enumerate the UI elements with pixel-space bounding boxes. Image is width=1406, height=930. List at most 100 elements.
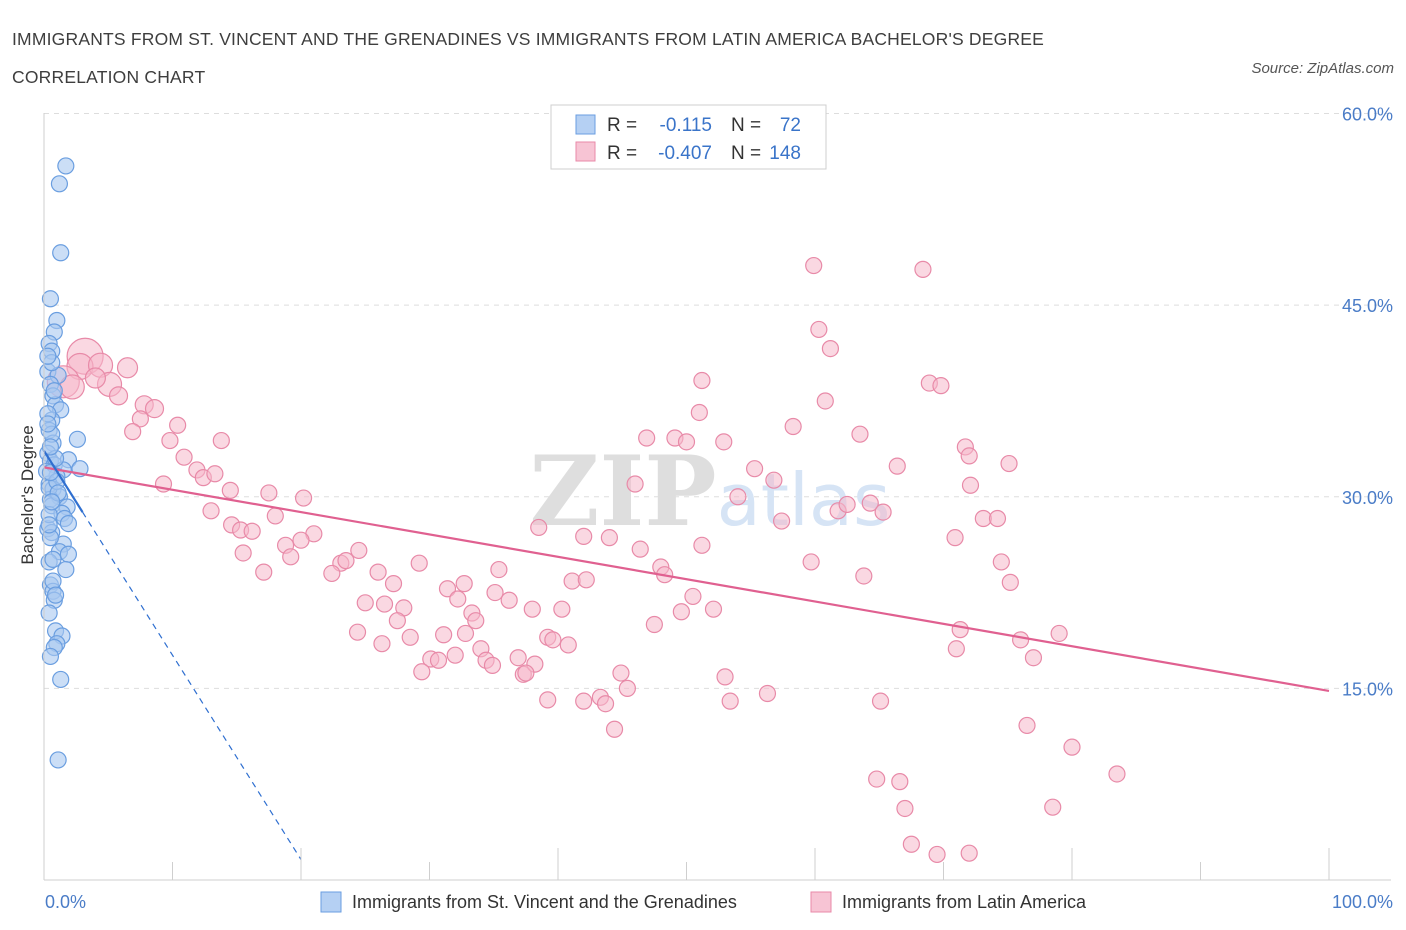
blue-point: [43, 493, 61, 511]
pink-point: [490, 560, 508, 579]
pink-point: [816, 392, 834, 410]
blue-point: [40, 604, 58, 622]
pink-point: [902, 835, 920, 853]
pink-point: [108, 386, 129, 406]
pink-point: [446, 646, 464, 664]
legend-r-value-blue: -0.115: [660, 115, 712, 136]
pink-point: [509, 649, 527, 667]
pink-point: [144, 399, 165, 419]
pink-point: [486, 583, 504, 602]
pink-point: [260, 484, 278, 502]
blue-point: [52, 244, 70, 262]
legend-n-value-blue: 72: [780, 115, 801, 136]
blue-point: [39, 347, 57, 365]
pink-point: [212, 431, 230, 450]
pink-point: [467, 612, 485, 630]
blue-point: [40, 516, 58, 534]
pink-point: [631, 540, 649, 558]
blue-point: [41, 290, 60, 308]
watermark: ZIPatlas: [529, 435, 890, 548]
pink-point: [539, 691, 557, 709]
pink-point: [1063, 738, 1081, 756]
pink-point: [693, 371, 711, 390]
bottom-legend-swatch-blue: [320, 891, 342, 913]
blue-trend-extension: [82, 511, 302, 860]
pink-point: [1044, 798, 1062, 816]
pink-point: [530, 518, 548, 537]
pink-point: [690, 403, 708, 422]
pink-point: [672, 603, 690, 621]
pink-point: [523, 600, 541, 618]
bottom-legend-swatch-pink: [810, 891, 832, 913]
pink-point: [758, 684, 777, 703]
pink-point: [729, 488, 747, 506]
blue-points: [37, 157, 89, 769]
pink-point: [765, 471, 783, 489]
trend-lines: [43, 450, 1330, 860]
pink-point: [871, 692, 890, 710]
pink-point: [456, 624, 475, 643]
legend-r-value-pink: -0.407: [658, 143, 712, 164]
pink-point: [544, 631, 562, 649]
pink-point: [438, 580, 457, 598]
pink-point: [221, 481, 239, 499]
pink-point: [704, 600, 723, 618]
pink-point: [373, 635, 391, 653]
pink-point: [388, 612, 406, 630]
pink-point: [350, 541, 368, 560]
bottom-legend-label-blue: Immigrants from St. Vincent and the Gren…: [352, 892, 737, 912]
pink-point: [449, 590, 467, 608]
pink-point: [693, 536, 711, 554]
pink-point: [914, 260, 932, 278]
pink-point: [1108, 765, 1126, 783]
blue-point: [59, 514, 78, 533]
pink-point: [891, 773, 909, 791]
blue-point: [59, 545, 78, 563]
pink-point: [116, 357, 139, 379]
pink-points: [46, 256, 1126, 864]
pink-point: [932, 377, 950, 395]
pink-point: [161, 431, 179, 450]
pink-point: [612, 664, 630, 682]
pink-point: [1011, 631, 1030, 649]
y-axis-title: Bachelor's Degree: [18, 425, 37, 564]
legend-swatch-blue: [575, 114, 596, 135]
pink-point: [810, 320, 828, 339]
pink-point: [575, 692, 593, 710]
pink-point: [946, 529, 964, 547]
pink-point: [169, 416, 187, 434]
pink-point: [992, 553, 1010, 571]
pink-point: [1050, 624, 1068, 643]
pink-point: [369, 563, 387, 581]
pink-point: [1001, 573, 1019, 591]
blue-point: [44, 550, 62, 568]
pink-point: [960, 844, 978, 862]
y-tick-label: 15.0%: [1342, 679, 1393, 699]
pink-point: [1000, 454, 1018, 473]
pink-point: [618, 679, 636, 697]
pink-point: [746, 460, 764, 478]
legend-r-label-blue: R =: [607, 115, 637, 136]
pink-point: [961, 476, 980, 494]
pink-point: [292, 531, 310, 549]
chart-title: IMMIGRANTS FROM ST. VINCENT AND THE GREN…: [12, 29, 1045, 87]
pink-point: [605, 720, 624, 738]
pink-point: [124, 423, 142, 441]
blue-point: [57, 157, 75, 175]
blue-point: [45, 382, 63, 400]
legend-swatch-pink: [575, 141, 596, 162]
pink-point: [596, 695, 615, 713]
blue-point: [50, 175, 69, 193]
pink-point: [861, 494, 879, 512]
pink-point: [626, 475, 644, 493]
pink-point: [356, 594, 374, 612]
pink-point: [575, 527, 593, 545]
pink-point: [838, 495, 856, 514]
x-tick-label-min: 0.0%: [45, 892, 86, 912]
pink-point: [896, 799, 914, 818]
pink-point: [234, 544, 252, 562]
blue-point: [57, 560, 75, 579]
pink-point: [928, 845, 946, 864]
pink-point: [960, 447, 978, 465]
pink-point: [868, 770, 886, 788]
